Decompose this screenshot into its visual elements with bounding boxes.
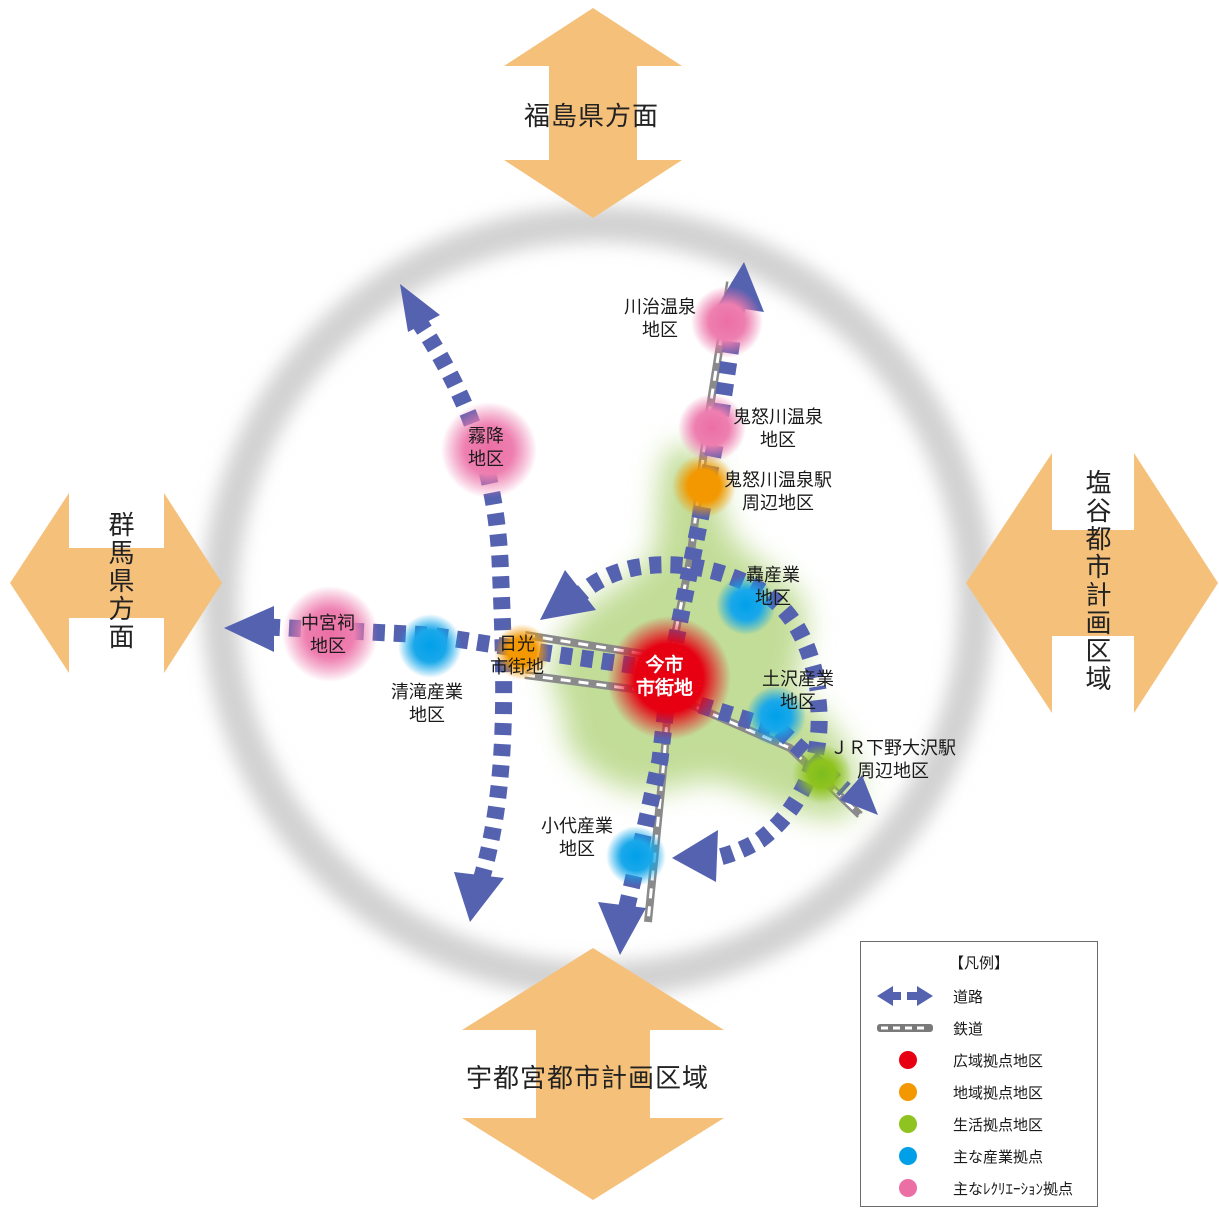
kinugawa-station-hub (672, 454, 736, 518)
kawaji-label: 川治温泉 地区 (624, 297, 696, 341)
kirifuri-label: 霧降 地区 (468, 426, 504, 470)
arrowhead-south (598, 902, 646, 955)
legend-label-recreation-hub: 主なﾚｸﾘｴｰｼｮﾝ拠点 (953, 1180, 1074, 1198)
jr-shimono-label: ＪＲ下野大沢駅 周辺地区 (830, 738, 956, 782)
south-arrow (462, 948, 724, 1200)
direction-north-label: 福島県方面 (524, 102, 660, 132)
east-arrow (966, 453, 1218, 713)
red-dot-icon (899, 1051, 917, 1069)
dosawa-label: 土沢産業 地区 (762, 669, 834, 713)
legend-label-regional-hub: 地域拠点地区 (953, 1084, 1044, 1102)
legend: 【凡例】 道路 鉄道 広域拠点地区 地域拠点地区 生活拠点地区 主な産業拠点 (860, 941, 1098, 1207)
road-loop-south (703, 699, 828, 869)
kawaji-hub (691, 286, 763, 358)
legend-title: 【凡例】 (948, 954, 1009, 972)
west-arrow (10, 493, 222, 673)
direction-west-label: 群馬県方面 (104, 511, 134, 651)
arrowhead-loop (540, 570, 596, 620)
legend-row-industry-hub: 主な産業拠点 (861, 1144, 1097, 1168)
koshiro-hub (606, 826, 666, 886)
legend-row-regional-hub: 地域拠点地区 (861, 1080, 1097, 1104)
green-dot-icon (899, 1115, 917, 1133)
nikko-label: 日光 市街地 (490, 634, 544, 678)
hub-markers (282, 286, 852, 886)
north-arrow (504, 8, 682, 218)
koshiro-label: 小代産業 地区 (541, 816, 613, 860)
road-kirifuri (410, 315, 513, 893)
blue-dot-icon (899, 1147, 917, 1165)
kinugawa-hub (678, 394, 746, 462)
legend-row-recreation-hub: 主なﾚｸﾘｴｰｼｮﾝ拠点 (861, 1176, 1097, 1200)
legend-label-wide-hub: 広域拠点地区 (953, 1052, 1044, 1070)
imaichi-hub (607, 616, 731, 740)
arrowhead-east (840, 775, 878, 815)
todoroki-label: 轟産業 地区 (746, 565, 800, 609)
nikko-hub (494, 624, 550, 680)
road-east (697, 696, 851, 797)
arrowhead-kirifuri-s (454, 872, 504, 922)
chuguji-hub (282, 586, 378, 682)
todoroki-hub (716, 575, 776, 635)
legend-row-living-hub: 生活拠点地区 (861, 1112, 1097, 1136)
legend-row-rail: 鉄道 (861, 1016, 1097, 1040)
kirifuri-hub (441, 402, 537, 498)
arrowhead-kirifuri-n (400, 284, 440, 332)
dosawa-hub (746, 686, 806, 746)
legend-label-industry-hub: 主な産業拠点 (953, 1148, 1044, 1166)
legend-label-road: 道路 (953, 988, 984, 1006)
legend-row-wide-hub: 広域拠点地区 (861, 1048, 1097, 1072)
chuguji-label: 中宮祠 地区 (301, 613, 355, 657)
kiyotaki-hub (398, 614, 462, 678)
legend-row-road: 道路 (861, 984, 1097, 1008)
arrowhead-west (224, 606, 274, 652)
kinugawa-label: 鬼怒川温泉 地区 (733, 407, 823, 451)
legend-label-living-hub: 生活拠点地区 (953, 1116, 1044, 1134)
direction-south-label: 宇都宮都市計画区域 (466, 1064, 710, 1094)
pink-dot-icon (899, 1179, 917, 1197)
jr-shimono-hub (792, 744, 852, 804)
kinugawa-station-label: 鬼怒川温泉駅 周辺地区 (724, 470, 832, 514)
arrowhead-loop-south (672, 830, 718, 882)
direction-arrows (10, 8, 1218, 1200)
orange-dot-icon (899, 1083, 917, 1101)
kiyotaki-label: 清滝産業 地区 (391, 682, 463, 726)
direction-east-label: 塩谷都市計画区域 (1081, 469, 1111, 693)
railway-icon (877, 1024, 933, 1032)
road-arrow-icon (877, 986, 933, 1006)
imaichi-label: 今市 市街地 (636, 654, 694, 699)
legend-label-rail: 鉄道 (953, 1020, 984, 1038)
